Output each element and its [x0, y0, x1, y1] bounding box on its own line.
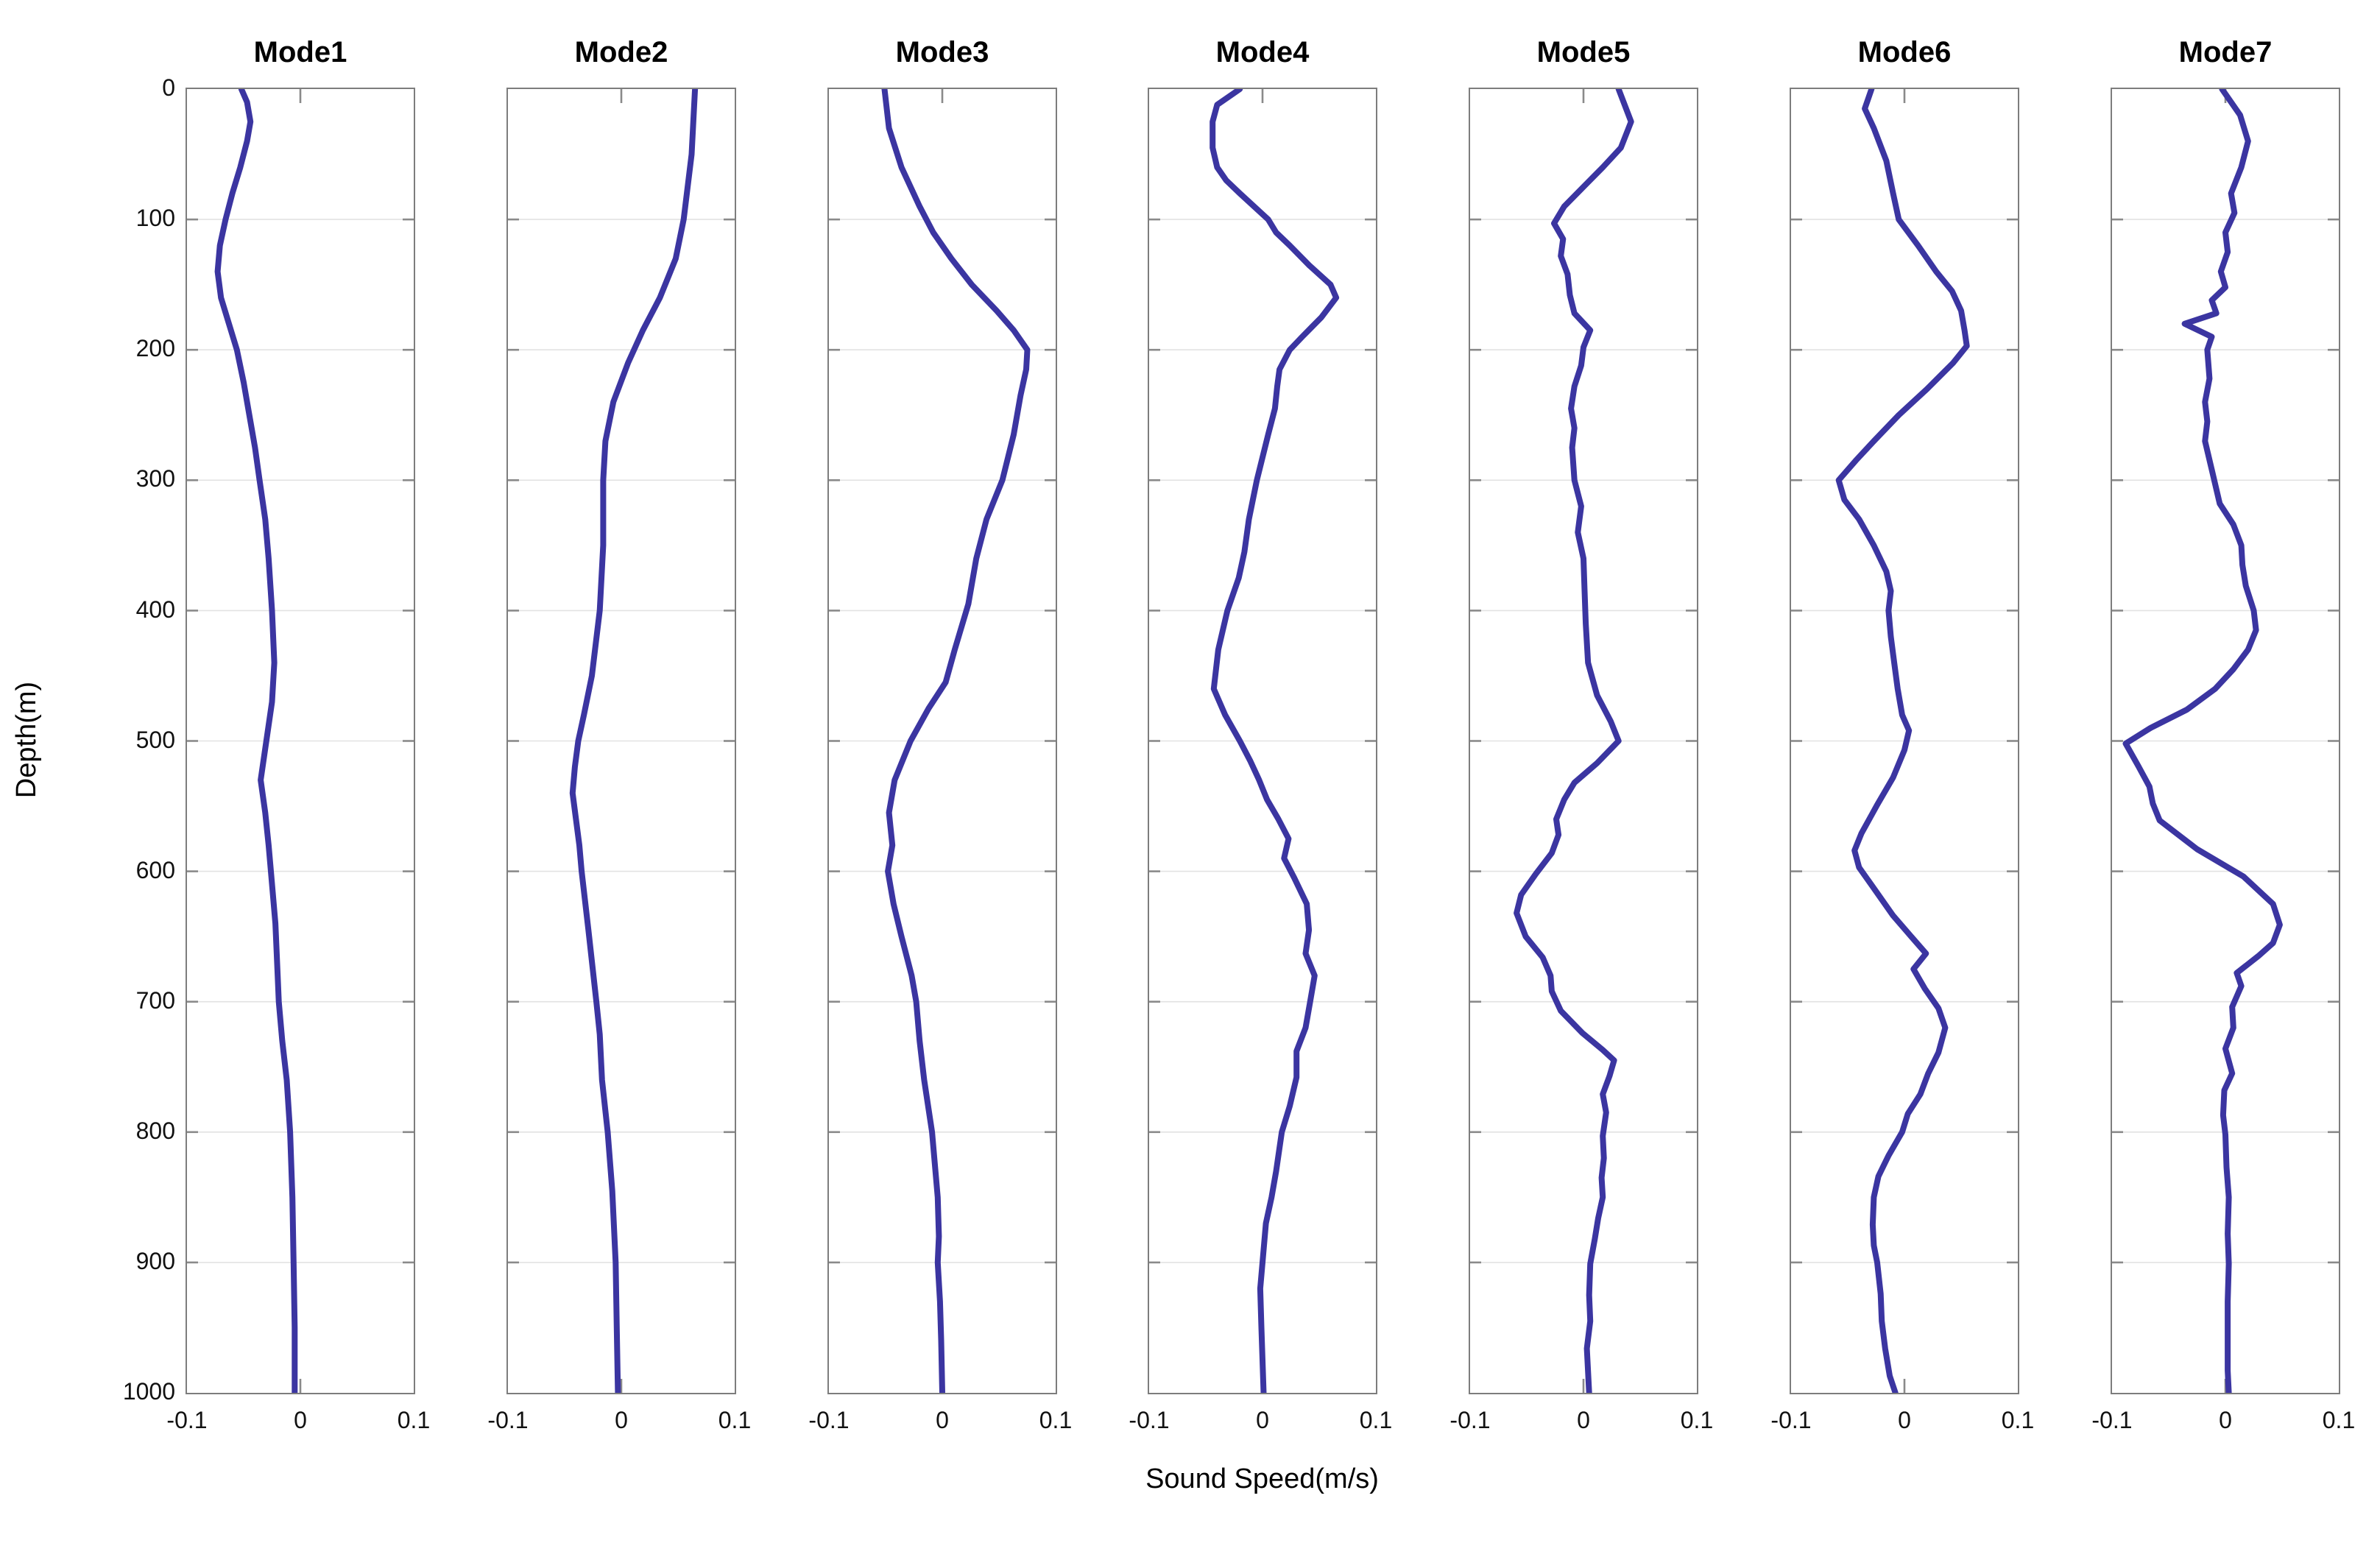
x-tick-label: 0	[615, 1407, 628, 1433]
x-tick-label: 0.1	[1680, 1407, 1714, 1433]
x-tick-label: -0.1	[1129, 1407, 1170, 1433]
x-tick-label: 0	[1898, 1407, 1911, 1433]
y-tick-label: 100	[135, 205, 175, 231]
subplot-title: Mode6	[1857, 36, 1952, 68]
plot-area	[1149, 89, 1376, 1393]
subplot-title: Mode4	[1215, 36, 1310, 68]
x-tick-label: 0.1	[718, 1407, 752, 1433]
subplot-mode5: Mode5 -0.1 0 0.1	[1449, 36, 1713, 1433]
plot-area	[1791, 89, 2018, 1393]
x-tick-label: 0	[1577, 1407, 1590, 1433]
subplot-title: Mode7	[2178, 36, 2273, 68]
plot-area	[2112, 89, 2339, 1393]
y-tick-label: 400	[135, 596, 175, 623]
x-tick-label: 0.1	[2322, 1407, 2356, 1433]
subplot-mode1: Mode1 -0.1 0 0.1	[166, 36, 430, 1433]
y-axis-label: Depth(m)	[11, 681, 42, 799]
y-tick-label: 800	[135, 1117, 175, 1144]
y-tick-label: 300	[135, 465, 175, 492]
plot-area	[829, 89, 1056, 1393]
subplot-mode4: Mode4 -0.1 0 0.1	[1129, 36, 1392, 1433]
x-tick-label: 0.1	[397, 1407, 431, 1433]
x-tick-label: 0.1	[2001, 1407, 2035, 1433]
subplot-title: Mode1	[253, 36, 347, 68]
plot-area	[1470, 89, 1697, 1393]
y-tick-label: 600	[135, 857, 175, 883]
x-tick-label: -0.1	[2091, 1407, 2133, 1433]
x-tick-label: 0	[2219, 1407, 2232, 1433]
y-tick-label: 700	[135, 987, 175, 1014]
x-tick-label: 0.1	[1359, 1407, 1393, 1433]
subplot-mode6: Mode6 -0.1 0 0.1	[1770, 36, 2034, 1433]
subplot-mode7: Mode7 -0.1 0 0.1	[2091, 36, 2355, 1433]
x-tick-label: -0.1	[1770, 1407, 1812, 1433]
plot-area	[187, 89, 414, 1393]
y-tick-label: 900	[135, 1248, 175, 1274]
x-axis-label: Sound Speed(m/s)	[1145, 1463, 1379, 1494]
subplot-mode2: Mode2 -0.1 0 0.1	[487, 36, 751, 1433]
subplot-title: Mode2	[574, 36, 668, 68]
x-tick-label: 0	[1256, 1407, 1269, 1433]
x-tick-label: 0	[936, 1407, 949, 1433]
x-tick-label: -0.1	[166, 1407, 208, 1433]
y-tick-label: 0	[162, 74, 175, 101]
x-tick-label: 0	[294, 1407, 307, 1433]
subplot-mode3: Mode3 -0.1 0 0.1	[808, 36, 1072, 1433]
x-tick-label: -0.1	[487, 1407, 529, 1433]
x-tick-label: -0.1	[1449, 1407, 1491, 1433]
plot-area	[508, 89, 735, 1393]
subplot-title: Mode5	[1536, 36, 1631, 68]
x-tick-label: 0.1	[1039, 1407, 1073, 1433]
y-tick-label: 1000	[122, 1378, 175, 1405]
y-tick-label: 200	[135, 335, 175, 361]
subplot-title: Mode3	[895, 36, 989, 68]
x-tick-label: -0.1	[808, 1407, 850, 1433]
y-tick-label: 500	[135, 727, 175, 753]
